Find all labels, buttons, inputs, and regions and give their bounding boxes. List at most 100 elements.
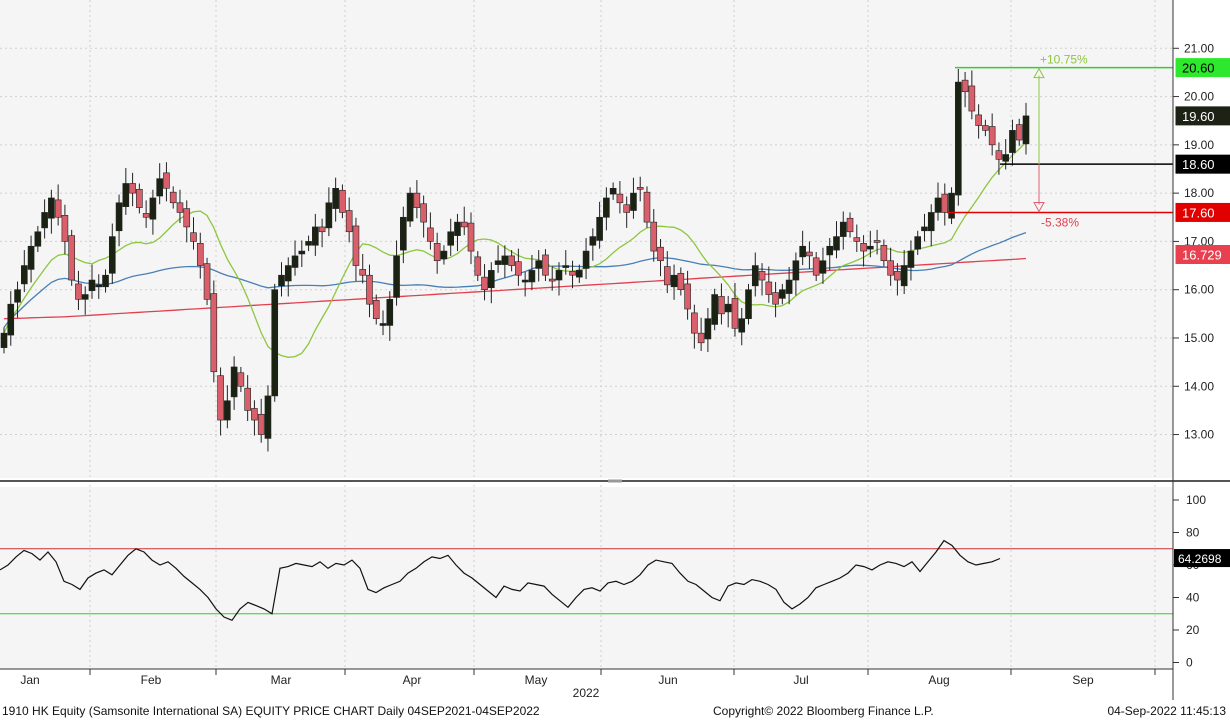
- ma-value-tag-box: [1175, 244, 1230, 264]
- candle-body: [271, 289, 279, 397]
- down-arrow-head: [1033, 201, 1045, 213]
- candle-body: [806, 251, 813, 257]
- candle-body: [677, 272, 685, 290]
- up-percent-label: +10.75%: [1040, 53, 1088, 67]
- candle-body: [474, 256, 482, 276]
- candle-body: [14, 289, 21, 303]
- candle-body: [251, 408, 258, 421]
- candle-body: [34, 231, 42, 247]
- price-chart: 13.00 14.00 15.00 16.00 17.00 18.00 19.00 20.00…: [0, 0, 1230, 700]
- candle-body: [54, 199, 62, 218]
- candle-body: [603, 197, 610, 218]
- candle-body: [636, 187, 644, 190]
- candle-body: [420, 203, 427, 223]
- candle-body: [413, 192, 421, 208]
- candle-body: [995, 150, 1003, 160]
- candle-body: [758, 271, 766, 281]
- down-percent-label: -5.38%: [1041, 215, 1079, 229]
- candle-body: [982, 125, 989, 131]
- price-tick-label: 16.00: [1184, 283, 1214, 297]
- candle-body: [812, 257, 820, 276]
- candle-body: [81, 294, 89, 300]
- candle-body: [535, 260, 542, 269]
- price-tick-label: 20.00: [1184, 90, 1214, 104]
- candle-body: [609, 188, 617, 195]
- month-label: Jan: [20, 673, 39, 687]
- rsi-tick-label: 0: [1186, 656, 1193, 670]
- candle-body: [941, 193, 949, 213]
- rsi-line: [0, 539, 1001, 622]
- candle-body: [589, 236, 597, 246]
- mid-level-tag: 18.60: [1182, 157, 1215, 172]
- candle-body: [494, 260, 502, 265]
- rsi-tick-label: 20: [1186, 623, 1200, 637]
- rsi-value-tag: 64.2698: [1178, 552, 1222, 566]
- candle-body: [183, 208, 191, 228]
- lower-level-tag-box: [1175, 202, 1230, 222]
- candle-body: [921, 226, 928, 232]
- candle-body: [386, 299, 394, 326]
- candle-body: [454, 221, 461, 236]
- month-label: Aug: [928, 673, 949, 687]
- candle-body: [345, 210, 353, 233]
- candle-body: [61, 215, 69, 242]
- candle-body: [542, 254, 549, 276]
- price-tick-label: 18.00: [1184, 186, 1214, 200]
- candle-body: [718, 296, 725, 315]
- candle-body: [230, 366, 238, 398]
- candle-body: [900, 265, 908, 287]
- candle-body: [88, 279, 96, 291]
- candle-body: [630, 192, 637, 211]
- candle-body: [284, 265, 292, 282]
- candle-body: [575, 270, 583, 278]
- candle-body: [102, 274, 109, 288]
- candle-body: [975, 114, 982, 126]
- year-label: 2022: [573, 686, 600, 700]
- candle-body: [623, 204, 630, 213]
- candle-body: [312, 226, 319, 246]
- candle-body: [894, 271, 901, 281]
- candle-body: [1022, 115, 1030, 145]
- candle-body: [467, 222, 475, 252]
- candle-body: [582, 250, 590, 269]
- candle-body: [711, 294, 718, 325]
- candle-body: [75, 283, 82, 300]
- candle-body: [359, 269, 367, 276]
- candle-body: [697, 332, 705, 344]
- candle-body: [196, 243, 204, 266]
- candle-body: [643, 191, 651, 223]
- candle-body: [440, 250, 448, 260]
- candle-body: [427, 227, 434, 242]
- candle-body: [887, 260, 894, 276]
- candle-body: [724, 303, 732, 313]
- candle-body: [169, 191, 177, 204]
- candle-body: [108, 236, 116, 274]
- price-tick-label: 19.00: [1184, 138, 1214, 152]
- candle-body: [27, 245, 35, 270]
- candle-body: [298, 250, 306, 255]
- candle-body: [799, 245, 806, 258]
- candle-body: [278, 274, 285, 287]
- candle-body: [352, 225, 360, 266]
- candle-body: [433, 243, 441, 262]
- candle-body: [515, 261, 522, 276]
- candle-body: [400, 216, 407, 251]
- candle-body: [927, 212, 935, 232]
- candle-body: [779, 289, 786, 299]
- moving-average-20: [3, 141, 1027, 358]
- candle-body: [190, 232, 197, 242]
- candle-body: [264, 395, 272, 439]
- candle-body: [237, 372, 245, 387]
- candle-body: [21, 265, 28, 285]
- price-tick-label: 14.00: [1184, 379, 1214, 393]
- candle-body: [616, 193, 624, 204]
- candle-body: [880, 244, 888, 262]
- candle-body: [372, 300, 380, 319]
- candle-body: [95, 284, 103, 288]
- candle-body: [447, 231, 455, 246]
- candle-body: [846, 217, 854, 233]
- rsi-value-tag-box: [1174, 549, 1230, 568]
- candle-body: [860, 243, 867, 252]
- rsi-tick-label: 80: [1186, 526, 1200, 540]
- candle-body: [819, 260, 827, 274]
